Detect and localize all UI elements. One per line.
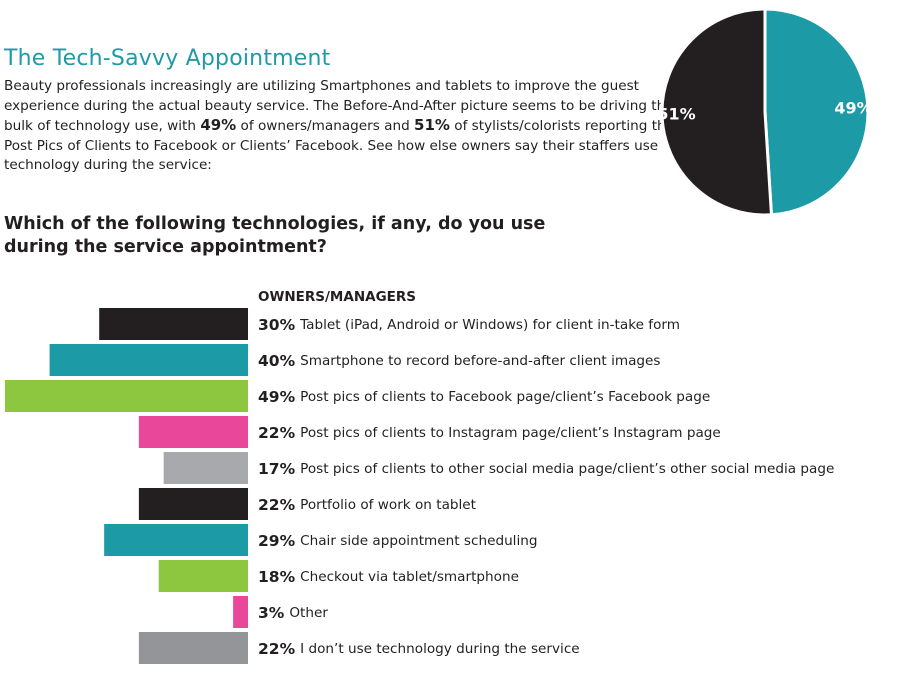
- bar-label: 30% Tablet (iPad, Android or Windows) for…: [258, 316, 680, 334]
- intro-paragraph: Beauty professionals increasingly are ut…: [4, 77, 694, 176]
- bar: [158, 560, 248, 592]
- bar: [49, 344, 248, 376]
- intro-text: of owners/managers and: [236, 118, 415, 134]
- category-label: Post pics of clients to Instagram page/c…: [300, 425, 721, 441]
- category-label: Chair side appointment scheduling: [300, 533, 537, 549]
- intro-text: of stylists/colorists reporting they Pos…: [4, 118, 683, 173]
- bar-label: 29% Chair side appointment scheduling: [258, 532, 537, 550]
- bar-label: 22% Portfolio of work on tablet: [258, 496, 476, 514]
- category-label: Tablet (iPad, Android or Windows) for cl…: [299, 317, 680, 333]
- bar: [233, 596, 248, 628]
- pie-label: 51%: [657, 104, 695, 123]
- title: The Tech-Savvy Appointment: [4, 46, 331, 71]
- bar: [4, 380, 248, 412]
- value-label: 17%: [258, 460, 296, 478]
- intro-highlight: 51%: [414, 116, 450, 134]
- bar-label: 49% Post pics of clients to Facebook page…: [258, 388, 710, 406]
- category-label: I don’t use technology during the servic…: [300, 641, 580, 657]
- category-label: Portfolio of work on tablet: [300, 497, 476, 513]
- bar: [163, 452, 248, 484]
- bar: [104, 524, 248, 556]
- intro-highlight: 49%: [200, 116, 237, 134]
- pie-label: 49%: [834, 99, 872, 118]
- value-label: 18%: [258, 568, 296, 586]
- bar: [138, 416, 248, 448]
- question: Which of the following technologies, if …: [4, 214, 546, 257]
- category-label: Post pics of clients to other social med…: [300, 461, 834, 477]
- value-label: 29%: [258, 532, 296, 550]
- intro-text: Beauty professionals increasingly are ut…: [4, 78, 674, 134]
- value-label: 22%: [258, 496, 296, 514]
- category-label: Post pics of clients to Facebook page/cl…: [300, 389, 710, 405]
- value-label: 49%: [258, 388, 296, 406]
- bar-label: 17% Post pics of clients to other social …: [258, 460, 834, 478]
- value-label: 40%: [258, 352, 296, 370]
- value-label: 22%: [258, 424, 296, 442]
- value-label: 22%: [258, 640, 296, 658]
- pie-slice: [660, 7, 774, 217]
- pie-slice: [763, 7, 870, 217]
- category-label: Other: [289, 605, 328, 621]
- bar: [99, 308, 248, 340]
- bar-label: 22% I don’t use technology during the ser…: [258, 640, 580, 658]
- category-label: Checkout via tablet/smartphone: [300, 569, 519, 585]
- group-label: OWNERS/MANAGERS: [258, 289, 416, 305]
- value-label: 30%: [258, 316, 296, 334]
- bar-label: 3% Other: [258, 604, 328, 622]
- bar: [138, 632, 248, 664]
- category-label: Smartphone to record before-and-after cl…: [300, 353, 660, 369]
- bar: [138, 488, 248, 520]
- value-label: 3%: [258, 604, 285, 622]
- bar-label: 22% Post pics of clients to Instagram pag…: [258, 424, 721, 442]
- bar-label: 18% Checkout via tablet/smartphone: [258, 568, 519, 586]
- bar-label: 40% Smartphone to record before-and-after…: [258, 352, 661, 370]
